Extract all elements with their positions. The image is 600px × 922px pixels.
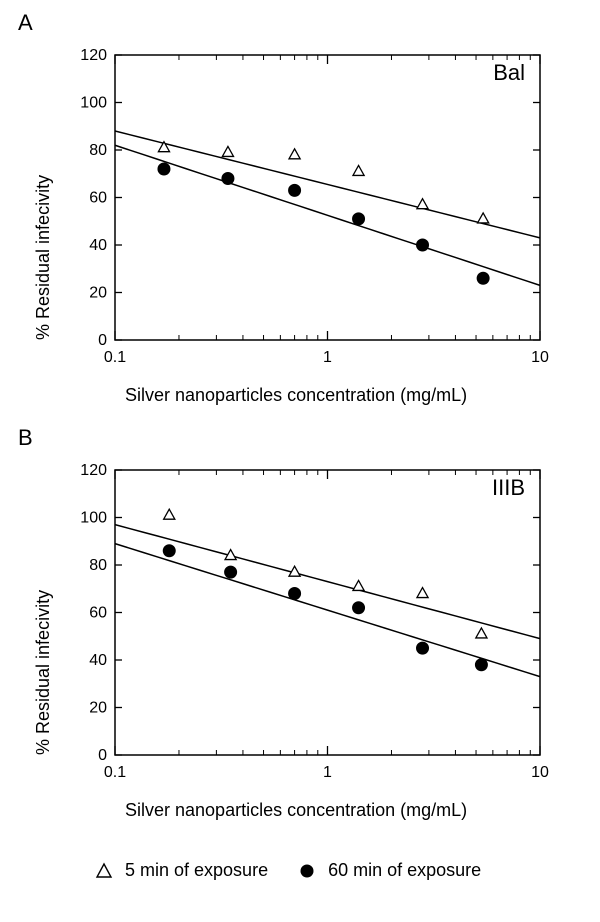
svg-text:100: 100 [80, 95, 107, 112]
svg-text:20: 20 [89, 700, 107, 717]
svg-text:1: 1 [323, 764, 332, 781]
triangle-open-icon [95, 862, 113, 880]
panel-a-label: A [18, 10, 33, 36]
legend-item-5min: 5 min of exposure [95, 860, 268, 881]
svg-text:0.1: 0.1 [104, 349, 126, 366]
svg-text:0: 0 [98, 747, 107, 764]
svg-text:60: 60 [89, 605, 107, 622]
svg-text:40: 40 [89, 652, 107, 669]
legend-item-60min: 60 min of exposure [298, 860, 481, 881]
svg-text:1: 1 [323, 349, 332, 366]
panel-a-inner-label: Bal [493, 60, 525, 86]
svg-text:120: 120 [80, 47, 107, 64]
svg-text:100: 100 [80, 510, 107, 527]
legend-label-60min: 60 min of exposure [328, 860, 481, 881]
svg-text:10: 10 [531, 349, 549, 366]
panel-a-y-title: % Residual infecivity [33, 175, 54, 340]
svg-text:60: 60 [89, 190, 107, 207]
panel-a-x-title: Silver nanoparticles concentration (mg/m… [125, 385, 467, 406]
circle-filled-icon [298, 862, 316, 880]
svg-text:10: 10 [531, 764, 549, 781]
panel-a-svg: 0 20 40 60 80 100 120 0.1 1 10 [60, 40, 560, 410]
svg-text:80: 80 [89, 142, 107, 159]
svg-text:0: 0 [98, 332, 107, 349]
panel-b-label: B [18, 425, 33, 451]
svg-text:20: 20 [89, 285, 107, 302]
figure-legend: 5 min of exposure 60 min of exposure [95, 860, 481, 881]
panel-b-x-title: Silver nanoparticles concentration (mg/m… [125, 800, 467, 821]
svg-text:0.1: 0.1 [104, 764, 126, 781]
panel-b-chart: 0204060801001200.1110 % Residual infeciv… [60, 455, 560, 825]
legend-label-5min: 5 min of exposure [125, 860, 268, 881]
panel-a-chart: 0204060801001200.1110 % Residual infeciv… [60, 40, 560, 410]
panel-b-y-title: % Residual infecivity [33, 590, 54, 755]
panel-b-inner-label: IIIB [492, 475, 525, 501]
svg-text:40: 40 [89, 237, 107, 254]
svg-text:80: 80 [89, 557, 107, 574]
panel-b-svg: 0 20 40 60 80 100 120 0.1 1 10 [60, 455, 560, 825]
svg-text:120: 120 [80, 462, 107, 479]
